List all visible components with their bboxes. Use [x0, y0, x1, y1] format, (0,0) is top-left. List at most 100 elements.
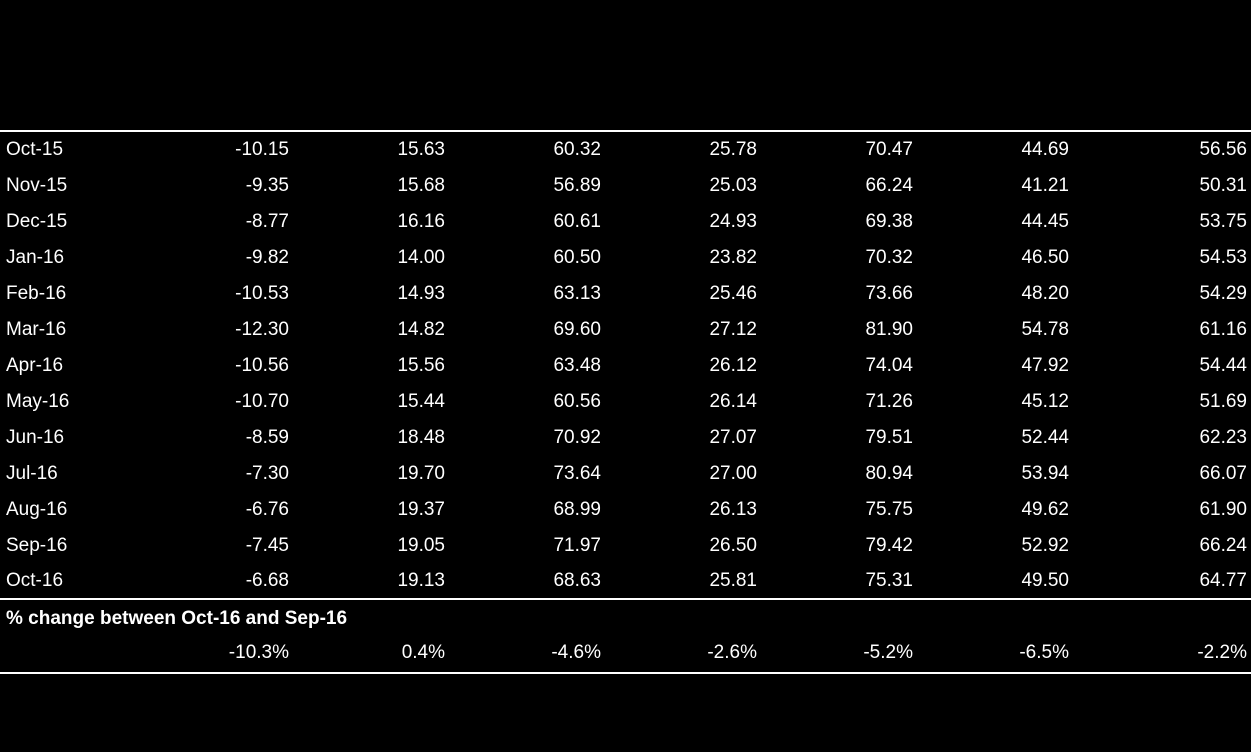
cell-value: 46.50: [949, 239, 1105, 275]
table-row: Jul-16-7.3019.7073.6427.0080.9453.9466.0…: [0, 455, 1251, 491]
change-row-empty-label: [0, 633, 170, 673]
cell-value: 26.12: [637, 347, 793, 383]
cell-value: 14.00: [325, 239, 481, 275]
cell-value: 27.12: [637, 311, 793, 347]
cell-value: 66.07: [1105, 455, 1251, 491]
cell-value: 66.24: [793, 167, 949, 203]
cell-value: 27.07: [637, 419, 793, 455]
cell-value: 70.47: [793, 131, 949, 167]
change-value: -2.2%: [1105, 633, 1251, 673]
cell-value: 44.69: [949, 131, 1105, 167]
table-row: Mar-16-12.3014.8269.6027.1281.9054.7861.…: [0, 311, 1251, 347]
cell-value: 50.31: [1105, 167, 1251, 203]
cell-value: 81.90: [793, 311, 949, 347]
cell-value: 52.44: [949, 419, 1105, 455]
row-label: Oct-16: [0, 563, 170, 599]
row-label: Sep-16: [0, 527, 170, 563]
cell-value: 69.60: [481, 311, 637, 347]
cell-value: 75.75: [793, 491, 949, 527]
row-label: Oct-15: [0, 131, 170, 167]
cell-value: 44.45: [949, 203, 1105, 239]
table-row: Feb-16-10.5314.9363.1325.4673.6648.2054.…: [0, 275, 1251, 311]
cell-value: -9.35: [170, 167, 325, 203]
cell-value: 61.16: [1105, 311, 1251, 347]
cell-value: 15.56: [325, 347, 481, 383]
cell-value: 19.05: [325, 527, 481, 563]
cell-value: 14.82: [325, 311, 481, 347]
cell-value: -10.15: [170, 131, 325, 167]
table-row: May-16-10.7015.4460.5626.1471.2645.1251.…: [0, 383, 1251, 419]
table-row: Oct-16-6.6819.1368.6325.8175.3149.5064.7…: [0, 563, 1251, 599]
row-label: Nov-15: [0, 167, 170, 203]
cell-value: 15.44: [325, 383, 481, 419]
cell-value: 64.77: [1105, 563, 1251, 599]
cell-value: 54.53: [1105, 239, 1251, 275]
cell-value: -7.30: [170, 455, 325, 491]
cell-value: 68.99: [481, 491, 637, 527]
cell-value: 25.78: [637, 131, 793, 167]
row-label: May-16: [0, 383, 170, 419]
cell-value: -9.82: [170, 239, 325, 275]
cell-value: 25.81: [637, 563, 793, 599]
cell-value: 79.42: [793, 527, 949, 563]
row-label: Apr-16: [0, 347, 170, 383]
cell-value: 54.29: [1105, 275, 1251, 311]
cell-value: 63.48: [481, 347, 637, 383]
change-value: -2.6%: [637, 633, 793, 673]
cell-value: 60.50: [481, 239, 637, 275]
cell-value: 60.56: [481, 383, 637, 419]
cell-value: -10.56: [170, 347, 325, 383]
change-label-row: % change between Oct-16 and Sep-16: [0, 599, 1251, 633]
change-value: -10.3%: [170, 633, 325, 673]
cell-value: 19.37: [325, 491, 481, 527]
change-label: % change between Oct-16 and Sep-16: [0, 599, 1251, 633]
table-row: Jan-16-9.8214.0060.5023.8270.3246.5054.5…: [0, 239, 1251, 275]
cell-value: -8.77: [170, 203, 325, 239]
cell-value: -10.70: [170, 383, 325, 419]
table-row: Apr-16-10.5615.5663.4826.1274.0447.9254.…: [0, 347, 1251, 383]
cell-value: 79.51: [793, 419, 949, 455]
cell-value: 62.23: [1105, 419, 1251, 455]
row-label: Dec-15: [0, 203, 170, 239]
cell-value: 41.21: [949, 167, 1105, 203]
cell-value: 54.44: [1105, 347, 1251, 383]
change-value: 0.4%: [325, 633, 481, 673]
row-label: Aug-16: [0, 491, 170, 527]
cell-value: 60.61: [481, 203, 637, 239]
cell-value: 69.38: [793, 203, 949, 239]
cell-value: 75.31: [793, 563, 949, 599]
cell-value: 15.68: [325, 167, 481, 203]
cell-value: 63.13: [481, 275, 637, 311]
cell-value: 56.56: [1105, 131, 1251, 167]
cell-value: 56.89: [481, 167, 637, 203]
cell-value: 51.69: [1105, 383, 1251, 419]
data-table: Oct-15-10.1515.6360.3225.7870.4744.6956.…: [0, 130, 1251, 674]
row-label: Feb-16: [0, 275, 170, 311]
cell-value: 53.94: [949, 455, 1105, 491]
table-row: Aug-16-6.7619.3768.9926.1375.7549.6261.9…: [0, 491, 1251, 527]
cell-value: 70.32: [793, 239, 949, 275]
table-row: Sep-16-7.4519.0571.9726.5079.4252.9266.2…: [0, 527, 1251, 563]
row-label: Jul-16: [0, 455, 170, 491]
cell-value: 68.63: [481, 563, 637, 599]
table-row: Dec-15-8.7716.1660.6124.9369.3844.4553.7…: [0, 203, 1251, 239]
table-row: Jun-16-8.5918.4870.9227.0779.5152.4462.2…: [0, 419, 1251, 455]
change-value: -5.2%: [793, 633, 949, 673]
cell-value: 26.13: [637, 491, 793, 527]
cell-value: 24.93: [637, 203, 793, 239]
cell-value: -10.53: [170, 275, 325, 311]
cell-value: 73.66: [793, 275, 949, 311]
cell-value: 45.12: [949, 383, 1105, 419]
cell-value: 47.92: [949, 347, 1105, 383]
cell-value: 73.64: [481, 455, 637, 491]
table-row: Oct-15-10.1515.6360.3225.7870.4744.6956.…: [0, 131, 1251, 167]
cell-value: 26.50: [637, 527, 793, 563]
cell-value: 74.04: [793, 347, 949, 383]
cell-value: 25.03: [637, 167, 793, 203]
cell-value: 48.20: [949, 275, 1105, 311]
cell-value: 16.16: [325, 203, 481, 239]
cell-value: 49.50: [949, 563, 1105, 599]
cell-value: 54.78: [949, 311, 1105, 347]
cell-value: 66.24: [1105, 527, 1251, 563]
cell-value: 25.46: [637, 275, 793, 311]
